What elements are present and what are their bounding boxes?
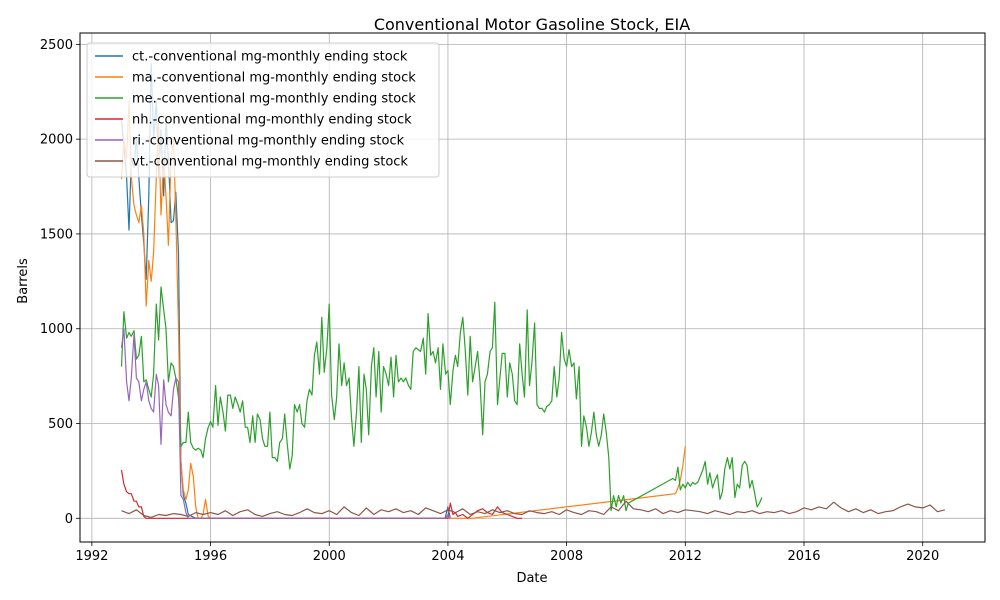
y-tick-label: 1500: [40, 227, 73, 242]
legend-label: ma.-conventional mg-monthly ending stock: [132, 71, 416, 86]
legend: ct.-conventional mg-monthly ending stock…: [86, 42, 440, 178]
x-tick-label: 2000: [313, 549, 346, 564]
y-tick-label: 1000: [40, 322, 73, 337]
x-tick-label: 2016: [787, 549, 820, 564]
legend-box: [86, 42, 440, 178]
plot-frame: [79, 32, 986, 543]
legend-label: vt.-conventional mg-monthly ending stock: [132, 155, 408, 170]
legend-label: nh.-conventional mg-monthly ending stock: [132, 113, 412, 128]
series-line-nh: [120, 469, 523, 519]
x-tick-label: 1996: [194, 549, 227, 564]
y-tick-label: 500: [48, 417, 73, 432]
x-axis-title: Date: [516, 571, 547, 586]
x-tick-label: 2008: [550, 549, 583, 564]
legend-label: me.-conventional mg-monthly ending stock: [132, 92, 416, 107]
series-line-ri: [120, 328, 451, 519]
legend-label: ri.-conventional mg-monthly ending stock: [132, 134, 405, 149]
y-tick-label: 2500: [40, 38, 73, 53]
series-line-me: [120, 286, 763, 512]
y-axis: 0 500 1000 1500 2000 2500: [40, 38, 80, 527]
x-tick-label: 2020: [906, 549, 939, 564]
x-tick-label: 1992: [75, 549, 108, 564]
series-line-vt: [121, 500, 946, 518]
x-tick-label: 2004: [431, 549, 464, 564]
chart-title: Conventional Motor Gasoline Stock, EIA: [374, 15, 690, 34]
x-axis: 1992 1996 2000 2004 2008 2012 2016 2020: [75, 542, 939, 564]
y-tick-label: 0: [65, 512, 73, 527]
legend-label: ct.-conventional mg-monthly ending stock: [132, 50, 408, 65]
y-axis-title: Barrels: [16, 258, 31, 304]
x-tick-label: 2012: [669, 549, 702, 564]
y-tick-label: 2000: [40, 133, 73, 148]
